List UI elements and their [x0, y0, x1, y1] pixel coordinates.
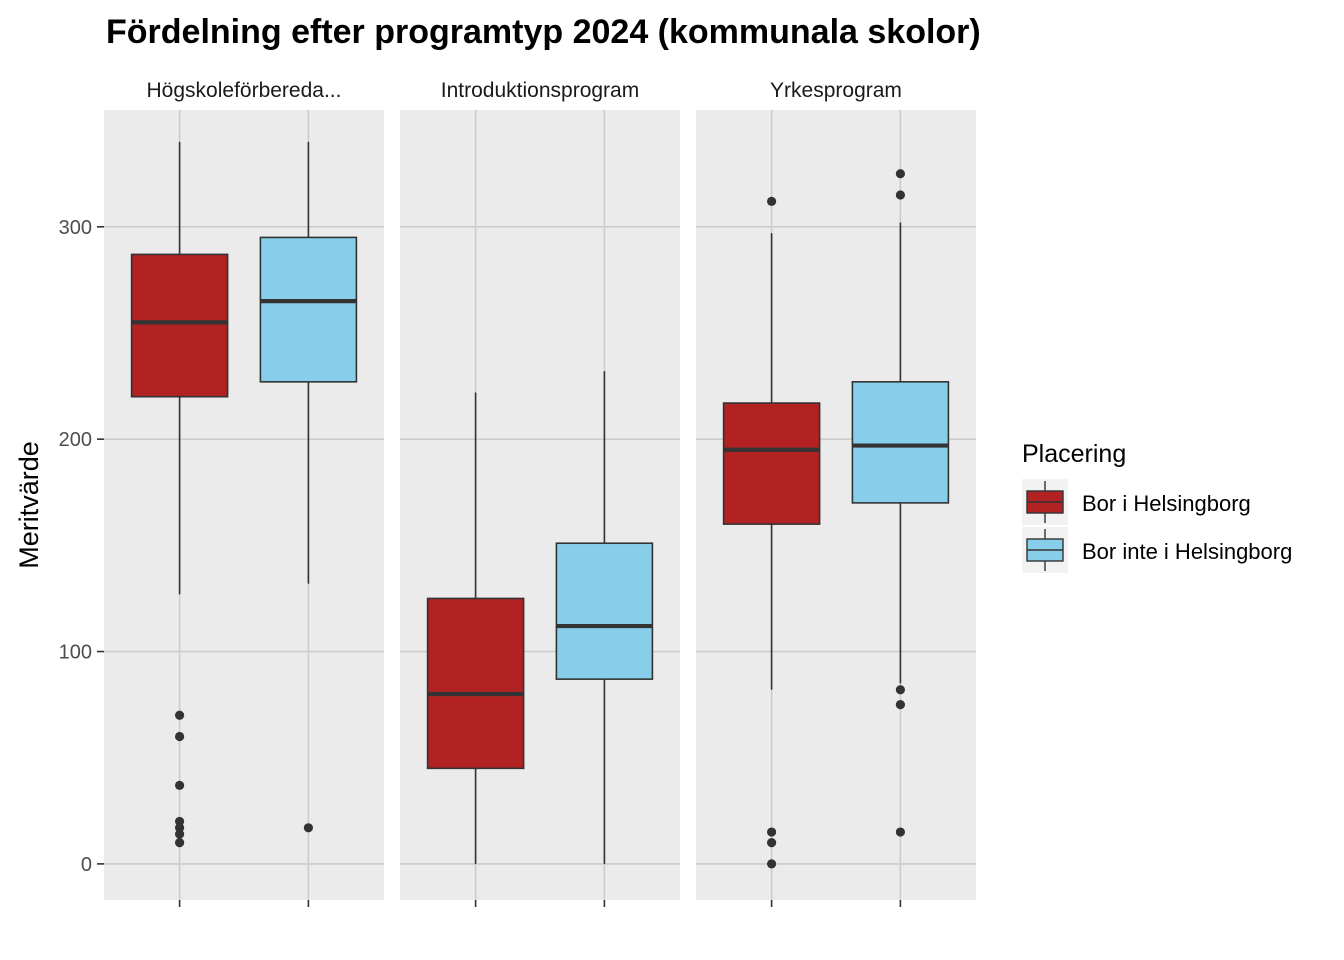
outlier-point [767, 196, 777, 206]
facet-strip [104, 71, 384, 108]
y-axis: 0 100 200 300 [59, 217, 104, 876]
outlier-point [767, 827, 777, 837]
facet-strip-label: Högskoleförbereda... [147, 79, 342, 102]
y-tick-label: 0 [81, 854, 92, 876]
facet-strip-label: Introduktionsprogram [441, 79, 639, 102]
outlier-point [175, 823, 185, 833]
legend-entry-label: Bor inte i Helsingborg [1082, 539, 1292, 564]
outlier-point [175, 710, 185, 720]
y-tick-label: 200 [59, 429, 92, 451]
facet-strip [400, 71, 680, 108]
legend: Placering Bor i Helsingborg Bor inte i He… [1022, 440, 1292, 573]
outlier-point [303, 823, 313, 833]
outlier-point [175, 829, 185, 839]
outlier-point [895, 169, 906, 179]
facet-panel: Yrkesprogram [696, 71, 976, 907]
box-iqr [259, 236, 358, 383]
box-iqr [130, 253, 229, 398]
outlier-point [895, 685, 906, 695]
facet-panels: Högskoleförbereda... Introduktionsprogram… [104, 71, 976, 907]
box-iqr [555, 542, 654, 680]
panel-background [400, 110, 680, 900]
y-axis-label: Meritvärde [14, 441, 44, 569]
box-bor-i-helsingborg [426, 392, 525, 864]
outlier-point [895, 700, 906, 710]
legend-entry: Bor i Helsingborg [1022, 479, 1251, 525]
y-tick-label: 100 [59, 642, 92, 664]
box-iqr [851, 381, 950, 504]
facet-panel: Introduktionsprogram [400, 71, 680, 907]
legend-entry: Bor inte i Helsingborg [1022, 527, 1292, 573]
box-iqr [426, 597, 525, 770]
outlier-point [767, 838, 777, 848]
chart-title: Fördelning efter programtyp 2024 (kommun… [106, 13, 981, 51]
panel-background [104, 110, 384, 900]
box-iqr [722, 402, 821, 525]
outlier-point [175, 816, 185, 827]
facet-panel: Högskoleförbereda... [104, 71, 384, 907]
outlier-point [175, 731, 185, 742]
box-bor-i-helsingborg [130, 141, 229, 848]
outlier-point [767, 859, 777, 869]
outlier-point [895, 190, 906, 200]
legend-entry-label: Bor i Helsingborg [1082, 491, 1251, 516]
y-tick-label: 300 [59, 217, 92, 239]
box-bor-i-helsingborg [722, 196, 821, 869]
facet-strip [696, 71, 976, 108]
box-bor-inte-i-helsingborg [851, 169, 950, 837]
facet-strip-label: Yrkesprogram [770, 79, 902, 102]
outlier-point [895, 827, 906, 837]
legend-title: Placering [1022, 440, 1126, 468]
outlier-point [175, 838, 185, 848]
box-bor-inte-i-helsingborg [555, 371, 654, 864]
outlier-point [175, 780, 185, 790]
box-bor-inte-i-helsingborg [259, 141, 358, 833]
